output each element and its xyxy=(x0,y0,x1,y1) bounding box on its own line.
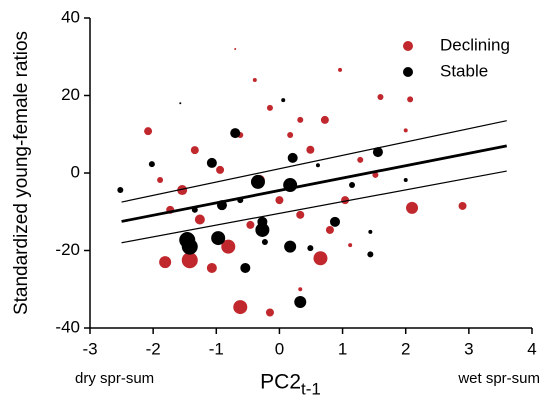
point xyxy=(194,214,205,225)
point xyxy=(159,256,172,269)
point xyxy=(367,251,374,258)
point xyxy=(287,152,298,163)
point xyxy=(190,146,199,155)
point xyxy=(246,220,255,229)
point xyxy=(257,216,268,227)
point xyxy=(372,147,383,158)
regression-line xyxy=(121,144,508,223)
point xyxy=(252,78,257,82)
x-tick-label: 0 xyxy=(275,339,284,358)
annotation: dry spr-sum xyxy=(75,370,154,387)
point xyxy=(206,157,217,168)
x-axis-label-subscript: t-1 xyxy=(301,379,321,398)
point xyxy=(157,176,164,183)
regression-line xyxy=(121,120,507,203)
point xyxy=(275,196,284,205)
point xyxy=(315,163,320,168)
point xyxy=(407,96,414,103)
point xyxy=(329,216,340,227)
y-tick-label: 0 xyxy=(71,162,80,181)
x-tick-label: 2 xyxy=(401,339,410,358)
point xyxy=(117,187,124,194)
point xyxy=(287,132,294,139)
point xyxy=(230,128,241,139)
point xyxy=(181,252,198,269)
point xyxy=(368,229,373,234)
point xyxy=(261,238,268,245)
point xyxy=(406,201,419,214)
y-tick-label: -40 xyxy=(55,317,80,336)
point xyxy=(307,245,314,252)
y-tick-label: 20 xyxy=(61,85,80,104)
point xyxy=(177,185,188,196)
point xyxy=(216,165,225,174)
point xyxy=(281,98,286,103)
point xyxy=(211,231,226,246)
legend-label: Stable xyxy=(440,61,488,80)
point xyxy=(206,262,217,273)
y-axis-label: Standardized young-female ratios xyxy=(11,31,32,315)
point xyxy=(240,262,251,273)
point xyxy=(403,177,408,182)
point xyxy=(458,201,467,210)
point xyxy=(265,308,274,317)
point xyxy=(298,287,303,292)
x-tick-label: -3 xyxy=(82,339,97,358)
point xyxy=(179,102,182,105)
point xyxy=(403,128,408,133)
point xyxy=(284,240,297,253)
x-tick-label: -1 xyxy=(209,339,224,358)
point xyxy=(234,48,237,50)
point xyxy=(338,67,343,72)
regression-line xyxy=(121,170,507,244)
point xyxy=(255,222,270,237)
point xyxy=(144,127,153,136)
point xyxy=(348,243,353,248)
point xyxy=(306,145,315,154)
legend-label: Declining xyxy=(440,35,510,54)
point xyxy=(221,239,236,254)
point xyxy=(357,156,364,163)
point xyxy=(325,225,334,234)
legend-marker xyxy=(403,41,413,51)
point xyxy=(250,174,265,189)
point xyxy=(313,251,328,266)
point xyxy=(233,300,248,315)
y-tick-label: -20 xyxy=(55,240,80,259)
y-tick-label: 40 xyxy=(61,7,80,26)
point xyxy=(296,210,305,219)
x-axis-label: PC2 xyxy=(260,371,301,394)
annotation: wet spr-sum xyxy=(457,370,540,387)
point xyxy=(179,232,196,249)
x-tick-label: 1 xyxy=(338,339,347,358)
x-tick-label: 3 xyxy=(464,339,473,358)
point xyxy=(377,94,384,101)
legend-marker xyxy=(403,67,413,77)
point xyxy=(297,116,304,123)
point xyxy=(320,115,329,124)
point xyxy=(294,296,307,309)
point xyxy=(266,104,273,111)
point xyxy=(349,182,356,189)
point xyxy=(372,171,379,178)
x-tick-label: -2 xyxy=(146,339,161,358)
x-tick-label: 4 xyxy=(527,339,536,358)
point xyxy=(148,161,155,168)
